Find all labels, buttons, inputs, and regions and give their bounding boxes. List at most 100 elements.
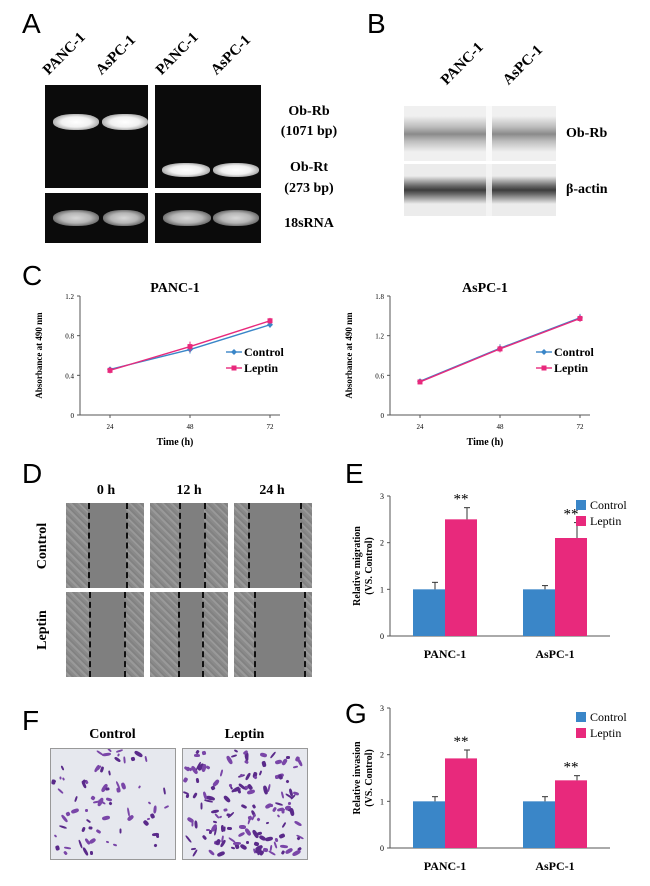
data-point <box>577 315 583 321</box>
stained-cell <box>202 791 208 800</box>
stained-cell <box>99 766 105 773</box>
stained-cell <box>133 749 144 759</box>
y-tick-label: 3 <box>380 492 384 501</box>
stained-cell <box>280 757 289 767</box>
stained-cell <box>105 797 113 802</box>
stained-cell <box>54 845 61 851</box>
y-tick-label: 0 <box>381 412 385 420</box>
panel-label-d: D <box>22 458 43 489</box>
x-tick-label: 24 <box>417 423 425 431</box>
label-blot-actin: β-actin <box>566 182 608 197</box>
legend-label: Control <box>244 345 284 359</box>
lane-label-b1: PANC-1 <box>437 39 487 89</box>
gel-18s-left <box>45 193 148 243</box>
x-axis-label: Time (h) <box>157 437 194 448</box>
stained-cell <box>146 817 151 821</box>
stained-cell <box>261 760 267 768</box>
x-tick-label: 72 <box>267 423 275 431</box>
stained-cell <box>232 841 242 846</box>
y-tick-label: 2 <box>380 751 384 760</box>
data-point <box>107 367 113 373</box>
panel-label-a: A <box>22 8 41 39</box>
legend-swatch <box>576 728 586 738</box>
stained-cell <box>269 751 277 759</box>
stained-cell <box>90 795 96 801</box>
bar-control <box>413 589 445 636</box>
scratch-edge-line <box>204 503 206 588</box>
scratch-edge-line <box>254 592 256 677</box>
scratch-gap <box>254 592 304 677</box>
stained-cell <box>162 787 167 795</box>
stained-cell <box>105 787 110 791</box>
chart-title: PANC-1 <box>150 281 200 296</box>
stained-cell <box>60 765 65 771</box>
stained-cell <box>113 756 122 763</box>
scratch-edge-line <box>179 503 181 588</box>
stained-cell <box>194 820 198 829</box>
y-tick-label: 2 <box>380 539 384 548</box>
stained-cell <box>281 821 287 829</box>
transwell-leptin-image <box>182 748 308 860</box>
stained-cell <box>192 792 198 799</box>
gel-band <box>213 210 259 226</box>
label-ob-rb: Ob-Rb <box>288 104 330 119</box>
lane-label-a3: PANC-1 <box>152 29 202 79</box>
chart-c-panc1: PANC-1 0 0.4 0.8 1.2 24 48 72 Time (h) Absorbance… <box>34 281 284 448</box>
stained-cell <box>258 770 263 776</box>
lane-label-a4: AsPC-1 <box>207 32 255 79</box>
legend-marker <box>541 349 547 355</box>
stained-cell <box>239 773 244 778</box>
label-ob-rb-size: (1071 bp) <box>280 124 338 139</box>
stained-cell <box>149 812 156 820</box>
category-label: AsPC-1 <box>535 859 574 873</box>
legend-label: Control <box>554 345 594 359</box>
bar-leptin <box>555 780 587 848</box>
stained-cell <box>120 782 127 790</box>
significance-marker: ** <box>454 492 469 508</box>
stained-cell <box>253 775 258 780</box>
scratch-image-tile <box>66 592 144 677</box>
stained-cell <box>259 752 268 758</box>
time-label-24h: 24 h <box>259 483 285 498</box>
stained-cell <box>264 836 274 842</box>
scratch-gap <box>248 503 300 588</box>
x-tick-label: 48 <box>497 423 505 431</box>
scratch-image-tile <box>150 592 228 677</box>
x-tick-label: 48 <box>187 423 195 431</box>
gel-band <box>163 210 211 226</box>
x-axis-label: Time (h) <box>467 437 504 448</box>
gel-band <box>213 163 259 177</box>
y-axis-label-2: (VS. Control) <box>364 749 375 807</box>
stained-cell <box>192 849 198 857</box>
stained-cell <box>191 821 194 827</box>
stained-cell <box>223 808 228 812</box>
label-f-control: Control <box>89 727 136 742</box>
gel-band <box>53 114 99 130</box>
scratch-edge-line <box>304 592 306 677</box>
stained-cell <box>144 755 148 763</box>
lane-label-a2: AsPC-1 <box>92 32 140 79</box>
scratch-image-tile <box>234 592 312 677</box>
category-label: AsPC-1 <box>535 647 574 661</box>
category-label: PANC-1 <box>424 647 466 661</box>
stained-cell <box>200 802 203 810</box>
stained-cell <box>265 821 270 825</box>
stained-cell <box>296 836 301 841</box>
gel-18s-right <box>155 193 261 243</box>
stained-cell <box>61 777 66 781</box>
data-point <box>267 318 273 324</box>
significance-marker: ** <box>454 734 469 750</box>
stained-cell <box>183 790 190 796</box>
row-label-leptin: Leptin <box>35 610 50 650</box>
panel-label-g: G <box>345 698 367 729</box>
scratch-gap <box>88 503 126 588</box>
panel-label-f: F <box>22 705 40 736</box>
y-tick-label: 3 <box>380 704 384 713</box>
stained-cell <box>147 801 152 805</box>
chart-g-invasion: 0 1 2 3 PANC-1 ** AsPC-1 ** Relative invasion (VS… <box>352 704 627 873</box>
scratch-edge-line <box>178 592 180 677</box>
stained-cell <box>117 753 120 757</box>
y-tick-label: 1.2 <box>65 293 74 301</box>
x-tick-label: 24 <box>107 423 115 431</box>
scratch-gap <box>178 592 202 677</box>
